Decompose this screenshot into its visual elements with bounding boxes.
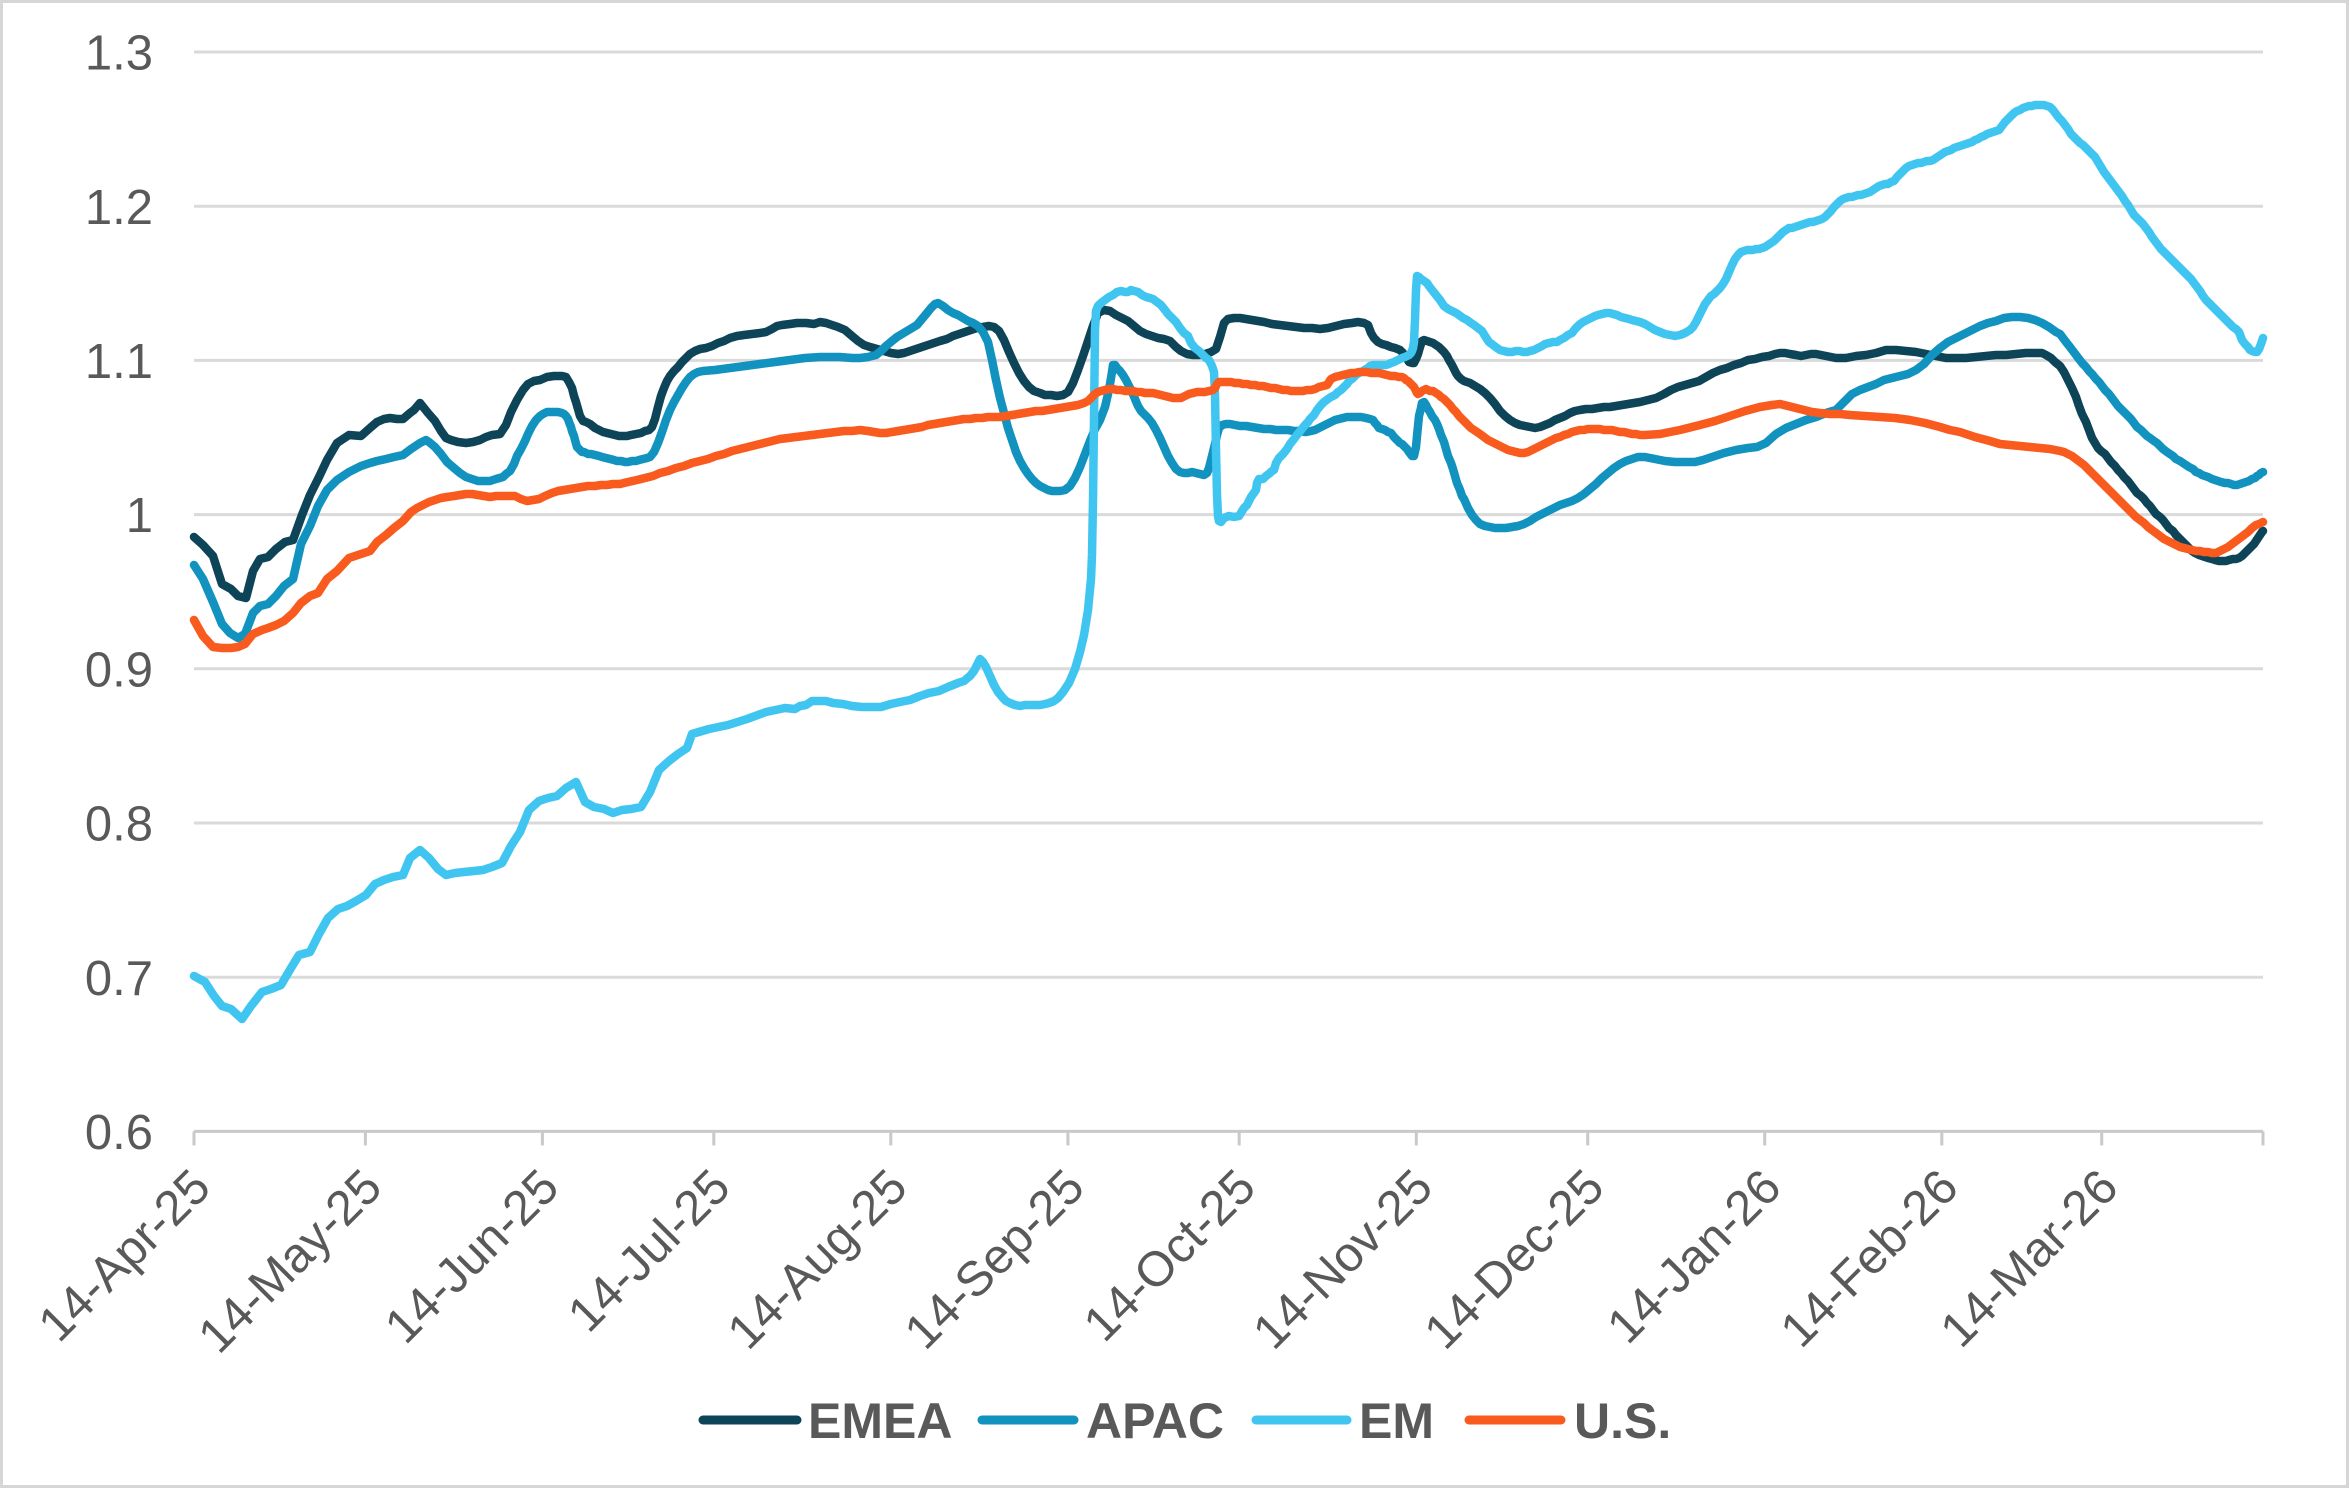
svg-text:1.2: 1.2 [85, 181, 153, 235]
svg-text:U.S.: U.S. [1574, 1393, 1671, 1449]
svg-text:0.7: 0.7 [85, 952, 153, 1006]
svg-text:EM: EM [1359, 1393, 1434, 1449]
svg-text:0.6: 0.6 [85, 1106, 153, 1160]
svg-text:1.1: 1.1 [85, 335, 153, 389]
svg-text:0.8: 0.8 [85, 798, 153, 852]
svg-text:1: 1 [126, 489, 153, 543]
svg-text:EMEA: EMEA [808, 1393, 952, 1449]
svg-text:APAC: APAC [1086, 1393, 1224, 1449]
svg-text:0.9: 0.9 [85, 643, 153, 697]
svg-text:1.3: 1.3 [85, 27, 153, 81]
